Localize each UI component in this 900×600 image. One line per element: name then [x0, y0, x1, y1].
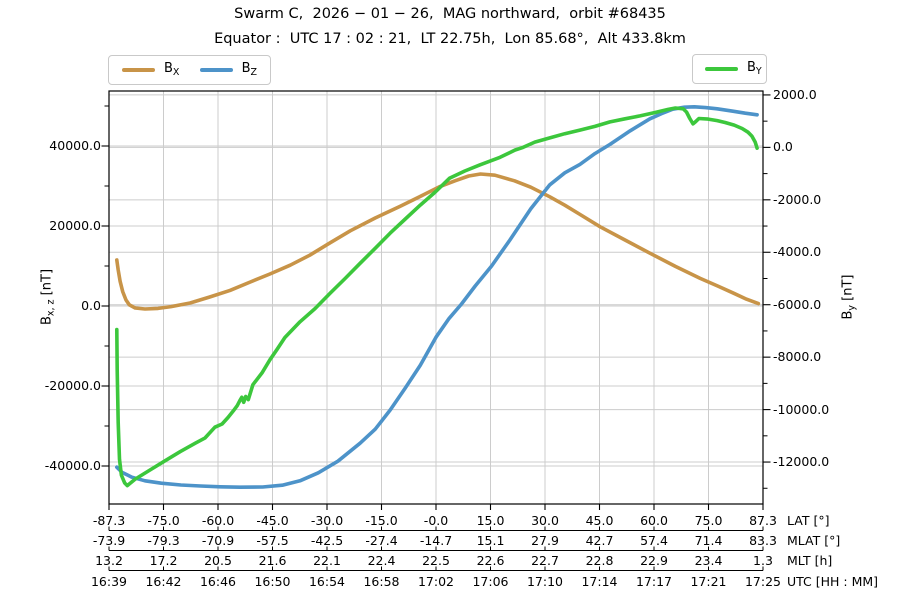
left-tick-label: 20000.0	[49, 217, 101, 233]
x-row-value: 17.2	[149, 552, 178, 568]
x-row-value: 42.7	[585, 532, 614, 548]
x-row-value: -14.7	[419, 532, 453, 548]
x-row-value: -15.0	[365, 512, 398, 528]
x-row-value: 16:50	[254, 573, 291, 589]
curve-bx	[115, 172, 761, 311]
bx-line-swatch	[122, 68, 155, 72]
x-row-value: 83.3	[749, 532, 777, 548]
x-row-value: 13.2	[95, 552, 123, 568]
bz-legend-label: BZ	[241, 61, 257, 79]
left-tick-label: -40000.0	[44, 457, 101, 473]
right-tick-label: -12000.0	[773, 453, 830, 469]
x-row-value: -73.9	[92, 532, 126, 548]
x-row-value: -45.0	[256, 512, 289, 528]
x-row-value: 60.0	[640, 512, 668, 528]
x-row-value: 17:14	[581, 573, 618, 589]
x-row-value: 23.4	[694, 552, 723, 568]
x-row-value: 21.6	[258, 552, 287, 568]
x-row-value: 16:39	[90, 573, 128, 589]
x-row-value: 17:02	[417, 573, 455, 589]
x-row-value: -42.5	[310, 532, 344, 548]
x-row-value: 30.0	[531, 512, 559, 528]
x-row-value: 57.4	[640, 532, 668, 548]
right-tick-label: -10000.0	[773, 401, 830, 417]
x-row-value: 17:17	[635, 573, 673, 589]
x-row-value: 17:10	[526, 573, 564, 589]
x-row-value: 22.9	[640, 552, 668, 568]
x-row-value: 1.3	[753, 552, 773, 568]
legend-entry-bz: BZ	[199, 61, 257, 79]
left-tick-label: 0.0	[81, 297, 101, 313]
x-row-value: -87.3	[92, 512, 126, 528]
legend-entry-by: BY	[705, 61, 762, 77]
x-row-value: -75.0	[147, 512, 180, 528]
by-legend-label: BY	[747, 60, 762, 78]
bx-legend-label: BX	[164, 61, 180, 79]
x-row-value: 22.1	[313, 552, 341, 568]
x-row-value: 87.3	[749, 512, 777, 528]
right-tick-label: -2000.0	[773, 191, 822, 207]
x-row-name: UTC [HH : MM]	[787, 573, 879, 589]
x-row-value: 45.0	[585, 512, 614, 528]
x-row-value: 22.5	[422, 552, 450, 568]
x-row-value: 17:21	[690, 573, 727, 589]
x-row-value: 15.0	[476, 512, 505, 528]
x-row-value: 22.7	[531, 552, 559, 568]
x-row-value: 15.1	[476, 532, 505, 548]
x-row-value: 16:46	[199, 573, 237, 589]
x-row-value: -57.5	[256, 532, 289, 548]
by-line-swatch	[705, 67, 738, 71]
x-row-value: 71.4	[694, 532, 723, 548]
x-row-value: -70.9	[201, 532, 235, 548]
x-row-value: 75.0	[694, 512, 723, 528]
x-row-value: 16:42	[145, 573, 182, 589]
x-row-value: -27.4	[365, 532, 398, 548]
x-row-value: 17:25	[744, 573, 782, 589]
x-row-name: MLT [h]	[787, 552, 833, 568]
right-tick-label: 0.0	[773, 139, 793, 155]
right-tick-label: -6000.0	[773, 296, 822, 312]
legend-right: BY	[692, 54, 767, 84]
x-row-value: 17:06	[472, 573, 509, 589]
x-row-value: 27.9	[531, 532, 559, 548]
legend-left: BX BZ	[108, 55, 271, 85]
left-tick-label: -20000.0	[44, 377, 101, 393]
x-row-value: 22.8	[585, 552, 614, 568]
x-row-value: 16:58	[363, 573, 400, 589]
x-row-value: 16:54	[308, 573, 346, 589]
x-row-value: -30.0	[310, 512, 344, 528]
curve-by	[115, 106, 759, 488]
right-tick-label: 2000.0	[773, 86, 817, 102]
chart-title: Swarm C, 2026 − 01 − 26, MAG northward, …	[234, 6, 666, 22]
right-tick-label: -4000.0	[773, 244, 822, 260]
x-row-value: -0.0	[423, 512, 449, 528]
x-row-name: MLAT [°]	[787, 532, 841, 548]
x-row-value: 20.5	[204, 552, 232, 568]
right-tick-label: -8000.0	[773, 348, 822, 364]
x-row-value: -79.3	[147, 532, 180, 548]
x-row-value: 22.4	[367, 552, 396, 568]
x-row-value: 22.6	[476, 552, 505, 568]
x-row-value: -60.0	[201, 512, 235, 528]
x-row-name: LAT [°]	[787, 512, 830, 528]
legend-entry-bx: BX	[122, 62, 179, 78]
chart-subtitle: Equator : UTC 17 : 02 : 21, LT 22.75h, L…	[214, 31, 686, 47]
left-tick-label: 40000.0	[49, 137, 101, 153]
bz-line-swatch	[199, 68, 233, 72]
